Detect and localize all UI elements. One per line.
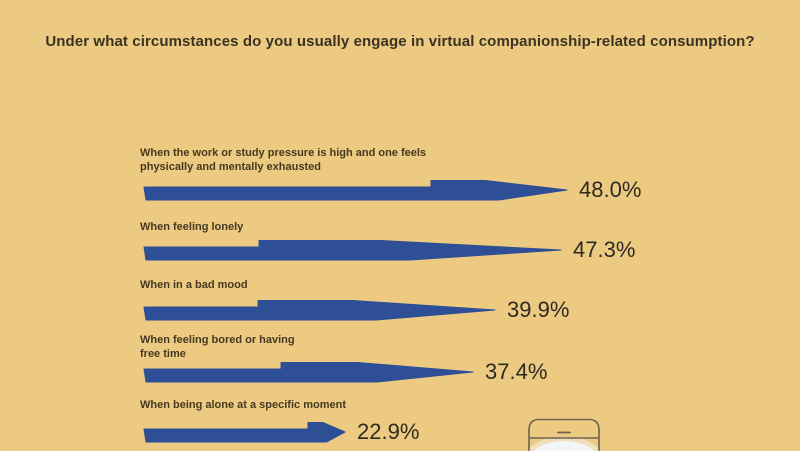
bar-value-label: 37.4% <box>485 359 548 384</box>
phone-icon <box>527 418 601 451</box>
bar-label: When being alone at a specific moment <box>140 399 346 411</box>
bar-value-label: 48.0% <box>579 177 642 202</box>
phone-body-outline <box>528 418 600 451</box>
bar-shape <box>143 240 562 261</box>
bar-shape <box>143 362 474 383</box>
bar-label: When in a bad mood <box>140 279 248 291</box>
bar-value-label: 47.3% <box>573 237 636 262</box>
bar-label: When feeling bored or having free time <box>140 334 295 360</box>
bar-value-label: 39.9% <box>507 297 570 322</box>
bar-shape <box>143 300 496 321</box>
phone-screen-glow <box>534 441 594 451</box>
bar-shape <box>143 180 568 201</box>
page-title: Under what circumstances do you usually … <box>45 33 755 50</box>
bar-label: When the work or study pressure is high … <box>140 147 427 173</box>
bar-value-label: 22.9% <box>357 419 420 444</box>
bar-shape <box>143 422 346 443</box>
bar-label: When feeling lonely <box>140 221 244 233</box>
